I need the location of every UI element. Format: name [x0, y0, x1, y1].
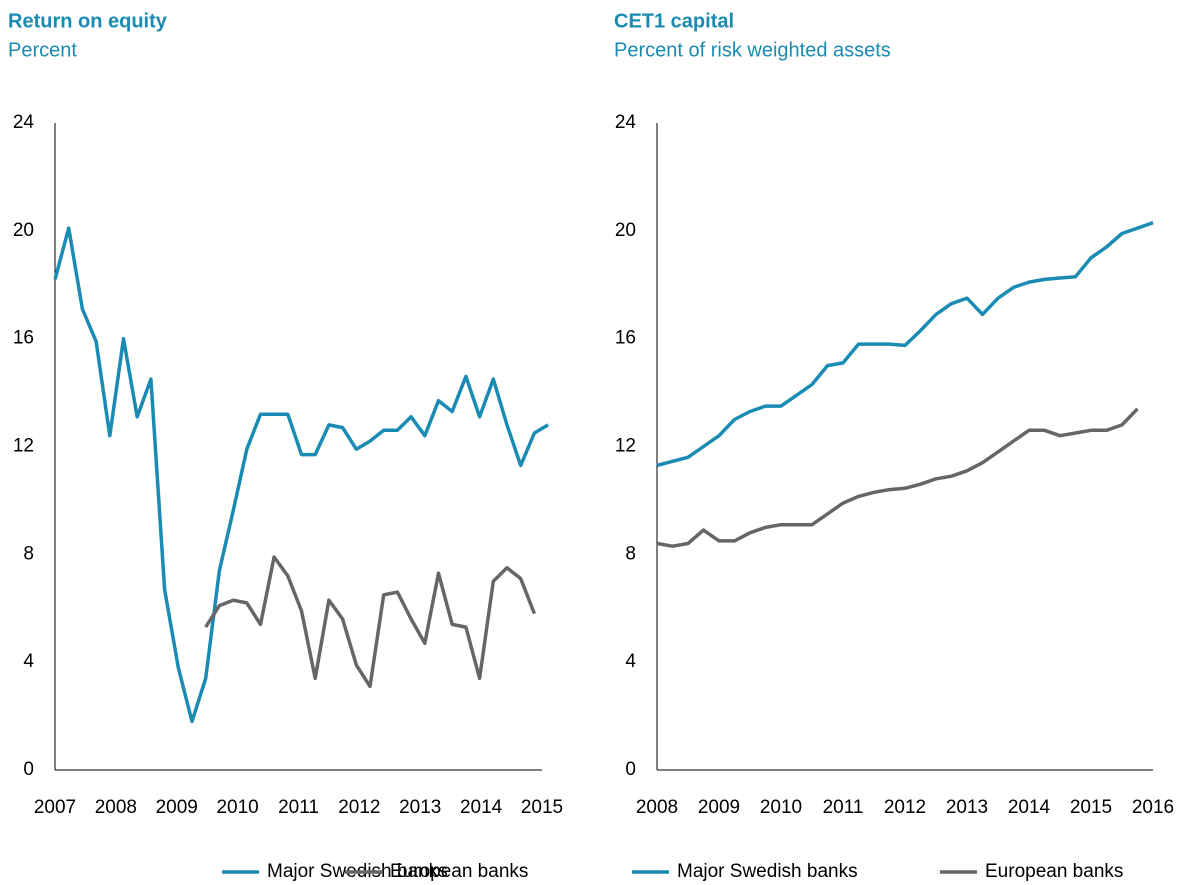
y-tick-label: 8 [625, 543, 636, 564]
x-tick-label: 2011 [823, 797, 864, 818]
chart-subtitle: Percent [8, 39, 77, 61]
y-tick-label: 20 [13, 220, 34, 241]
y-tick-label: 12 [13, 436, 34, 457]
y-tick-label: 24 [13, 112, 35, 133]
x-tick-label: 2009 [156, 797, 198, 818]
chart-title: Return on equity [8, 10, 168, 32]
y-tick-label: 12 [615, 436, 636, 457]
x-tick-label: 2014 [1008, 797, 1051, 818]
x-tick-label: 2016 [1132, 797, 1174, 818]
y-tick-label: 24 [615, 112, 637, 133]
y-tick-label: 4 [23, 651, 34, 672]
x-tick-label: 2007 [34, 797, 76, 818]
x-tick-label: 2013 [399, 797, 441, 818]
chart-title: CET1 capital [614, 10, 734, 32]
chart-subtitle: Percent of risk weighted assets [614, 39, 891, 61]
legend-label: European banks [390, 861, 528, 882]
x-tick-label: 2012 [338, 797, 380, 818]
x-tick-label: 2010 [216, 797, 258, 818]
y-tick-label: 16 [13, 328, 34, 349]
x-tick-label: 2013 [946, 797, 988, 818]
x-tick-label: 2012 [884, 797, 926, 818]
line-series [656, 221, 1154, 468]
y-tick-label: 20 [615, 220, 636, 241]
x-tick-label: 2014 [460, 797, 503, 818]
legend-label: Major Swedish banks [677, 861, 858, 882]
x-tick-label: 2015 [521, 797, 563, 818]
x-tick-label: 2010 [760, 797, 802, 818]
y-tick-label: 16 [615, 328, 636, 349]
legend-label: European banks [985, 861, 1123, 882]
x-tick-label: 2015 [1070, 797, 1112, 818]
x-tick-label: 2009 [698, 797, 740, 818]
y-tick-label: 8 [23, 543, 34, 564]
x-tick-label: 2011 [278, 797, 319, 818]
y-tick-label: 4 [625, 651, 636, 672]
x-tick-label: 2008 [636, 797, 678, 818]
y-tick-label: 0 [23, 759, 34, 780]
line-series [656, 407, 1139, 548]
y-tick-label: 0 [625, 759, 636, 780]
line-series [53, 226, 549, 724]
x-tick-label: 2008 [95, 797, 137, 818]
line-series [204, 555, 537, 689]
